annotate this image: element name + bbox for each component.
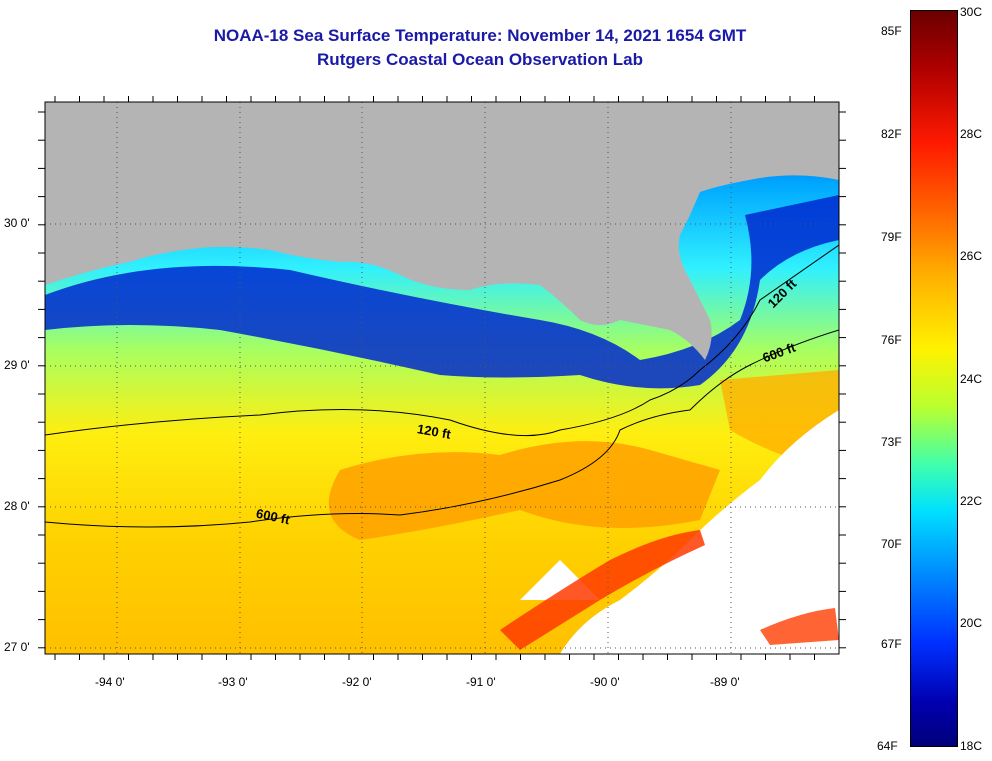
colorbar-c-label: 28C [960,127,983,141]
lat-label: 29 0' [4,358,30,372]
contour-120ft [45,244,839,437]
colorbar-f-label: 79F [881,230,902,244]
colorbar-f-label: 76F [881,333,902,347]
colorbar-c-label: 26C [960,249,983,263]
lon-label: -90 0' [590,675,620,689]
lat-label: 28 0' [4,499,30,513]
colorbar-f-label: 70F [881,537,902,551]
colorbar-f-label: 82F [881,127,902,141]
lon-label: -89 0' [710,675,740,689]
lon-label: -92 0' [342,675,372,689]
map-title: NOAA-18 Sea Surface Temperature: Novembe… [213,26,747,45]
lat-label: 27 0' [4,640,30,654]
lat-label: 30 0' [4,216,30,230]
temperature-colorbar [910,10,958,747]
lon-label: -91 0' [466,675,496,689]
colorbar-c-label: 20C [960,616,983,630]
lon-label: -94 0' [95,675,125,689]
contour-600ft [45,329,839,528]
land-mass [45,102,839,360]
map-frame [44,101,840,655]
colorbar-f-label: 67F [881,637,902,651]
colorbar-c-label: 24C [960,372,983,386]
colorbar-f-label: 64F [877,739,898,753]
hot-water-patch-se [760,608,839,645]
cold-nearshore-water [45,195,839,389]
map-subtitle: Rutgers Coastal Ocean Observation Lab [317,50,643,69]
colorbar-f-label: 85F [881,24,902,38]
colorbar-c-label: 30C [960,5,983,19]
hot-water-strip [500,530,705,650]
colorbar-c-label: 22C [960,494,983,508]
colorbar-f-label: 73F [881,435,902,449]
colorbar-c-label: 18C [960,739,983,753]
lon-label: -93 0' [218,675,248,689]
